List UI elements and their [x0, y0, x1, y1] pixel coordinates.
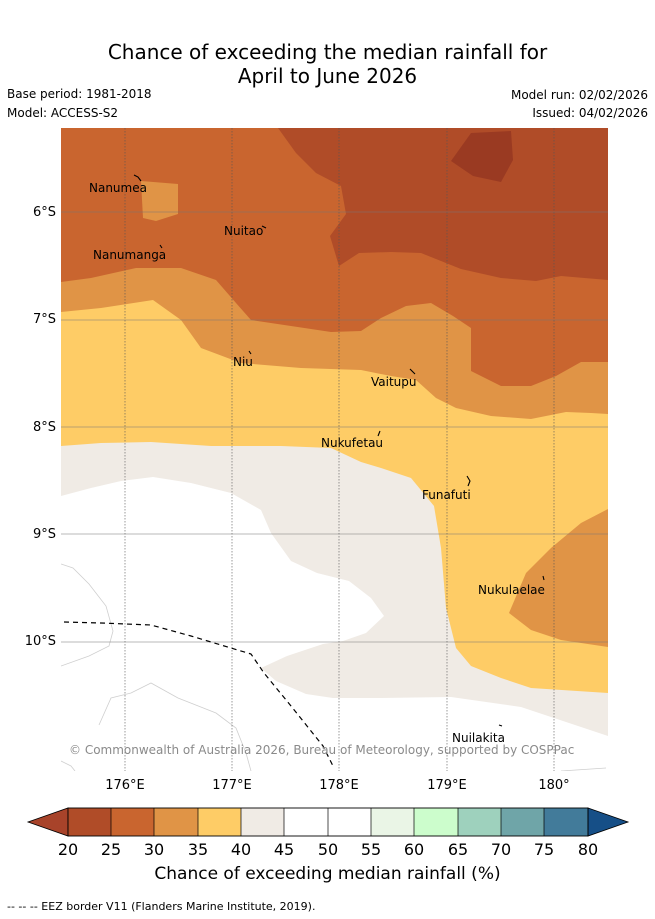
lat-label-6s: 6°S — [32, 205, 56, 220]
colorbar-tick-40: 40 — [230, 840, 252, 859]
copyright-note: © Commonwealth of Australia 2026, Bureau… — [69, 743, 574, 757]
colorbar-tick-50: 50 — [317, 840, 339, 859]
island-funafuti — [466, 475, 471, 487]
island-niu — [248, 350, 252, 355]
rainfall-map: Nanumea Nuitao Nanumanga Niu Vaitupu Nuk… — [61, 128, 608, 771]
island-nukufetau — [377, 430, 381, 437]
eez-border — [63, 621, 335, 769]
latitude-gridlines — [61, 211, 608, 643]
colorbar-70-75 — [501, 808, 544, 836]
colorbar-tick-65: 65 — [447, 840, 469, 859]
lon-label-178e: 178°E — [319, 778, 359, 793]
colorbar-tick-60: 60 — [403, 840, 425, 859]
band-45-55 — [61, 477, 608, 771]
colorbar-50-55 — [328, 808, 371, 836]
eez-legend-note: -- -- -- EEZ border V11 (Flanders Marine… — [7, 900, 316, 913]
colorbar-25-30 — [111, 808, 154, 836]
colorbar-tick-70: 70 — [490, 840, 512, 859]
label-nanumanga: Nanumanga — [93, 248, 166, 262]
label-nukufetau: Nukufetau — [321, 436, 383, 450]
colorbar-tick-30: 30 — [143, 840, 165, 859]
colorbar-35-40 — [198, 808, 241, 836]
land-outline-southwest — [61, 760, 76, 771]
colorbar-40-45 — [241, 808, 284, 836]
land-outline-west — [61, 563, 114, 667]
colorbar-20-25 — [68, 808, 111, 836]
map-title: Chance of exceeding the median rainfall … — [0, 40, 655, 88]
island-nuilakita — [498, 724, 503, 727]
gridlines — [124, 128, 555, 771]
colorbar-45-50 — [284, 808, 328, 836]
label-nukulaelae: Nukulaelae — [478, 583, 545, 597]
lat-label-10s: 10°S — [24, 634, 56, 649]
band-20-25 — [278, 128, 608, 281]
label-nanumea: Nanumea — [89, 181, 147, 195]
island-outlines — [133, 174, 545, 727]
lon-label-180: 180° — [538, 778, 570, 793]
colorbar-dividers — [110, 808, 545, 836]
colorbar-tick-45: 45 — [273, 840, 295, 859]
label-nuilakita: Nuilakita — [452, 731, 505, 745]
label-nuitao: Nuitao — [224, 224, 263, 238]
island-nukulaelae — [542, 575, 545, 581]
colorbar-75-80 — [544, 808, 588, 836]
model-run: Model run: 02/02/2026 — [510, 88, 648, 102]
colorbar — [26, 807, 630, 837]
lat-label-7s: 7°S — [32, 312, 56, 327]
land-outline-south — [98, 682, 252, 771]
colorbar-frame — [67, 807, 589, 837]
lat-label-8s: 8°S — [32, 420, 56, 435]
colorbar-tick-25: 25 — [100, 840, 122, 859]
colorbar-30-35 — [154, 808, 198, 836]
island-nanumanga — [159, 244, 163, 249]
model-name: Model: ACCESS-S2 — [7, 106, 119, 120]
lon-label-179e: 179°E — [427, 778, 467, 793]
colorbar-over-arrow — [587, 807, 630, 837]
land-outline-southeast — [560, 767, 607, 771]
title-line-2: April to June 2026 — [237, 64, 418, 88]
lon-label-176e: 176°E — [105, 778, 145, 793]
lon-label-177e: 177°E — [212, 778, 252, 793]
band-under-20 — [451, 131, 513, 182]
colorbar-60-65 — [414, 808, 458, 836]
colorbar-tick-35: 35 — [187, 840, 209, 859]
label-vaitupu: Vaitupu — [371, 375, 417, 389]
band-35-40-patch — [141, 181, 178, 221]
island-vaitupu — [409, 368, 416, 375]
colorbar-65-70 — [458, 808, 501, 836]
colorbar-tick-80: 80 — [577, 840, 599, 859]
label-niu: Niu — [233, 355, 253, 369]
land-outlines — [61, 563, 607, 771]
colorbar-tick-20: 20 — [57, 840, 79, 859]
issued-date: Issued: 04/02/2026 — [532, 106, 648, 120]
colorbar-55-60 — [371, 808, 414, 836]
base-period: Base period: 1981-2018 — [7, 87, 152, 101]
colorbar-tick-55: 55 — [360, 840, 382, 859]
lat-label-9s: 9°S — [32, 527, 56, 542]
place-labels: Nanumea Nuitao Nanumanga Niu Vaitupu Nuk… — [89, 181, 545, 745]
colorbar-label: Chance of exceeding median rainfall (%) — [154, 864, 501, 884]
island-nuitao — [261, 225, 267, 229]
island-nanumea — [133, 174, 142, 182]
title-line-1: Chance of exceeding the median rainfall … — [107, 40, 548, 64]
colorbar-under-arrow — [26, 807, 69, 837]
label-funafuti: Funafuti — [422, 488, 471, 502]
colorbar-tick-75: 75 — [533, 840, 555, 859]
